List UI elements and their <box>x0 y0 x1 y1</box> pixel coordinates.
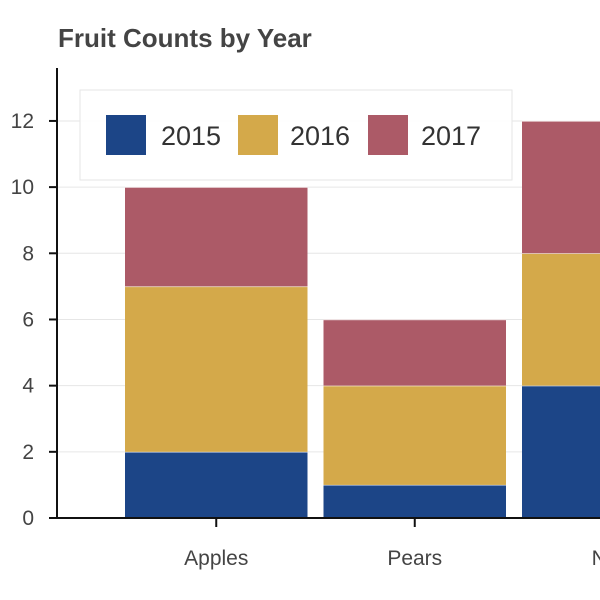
bar-pears-2015 <box>323 484 506 518</box>
bar-nectarines-2015 <box>522 385 600 518</box>
y-tick-label-4: 4 <box>22 375 34 398</box>
x-tick-label-nectarines: Nect <box>592 547 600 570</box>
bar-pears-2017 <box>323 319 506 386</box>
legend-box <box>79 89 513 181</box>
y-tick-label-2: 2 <box>22 441 34 464</box>
legend-swatch-2017 <box>368 115 408 155</box>
y-tick-label-6: 6 <box>22 308 34 331</box>
legend-label-2017: 2017 <box>421 121 481 151</box>
bar-apples-2017 <box>125 187 308 287</box>
y-tick-label-12: 12 <box>11 110 34 133</box>
y-tick-label-10: 10 <box>11 176 34 199</box>
x-tick-label-apples: Apples <box>184 547 248 570</box>
axes: 0 2 4 6 8 10 12 Apples Pears Nect <box>11 68 600 570</box>
legend: 2015 2016 2017 <box>79 89 513 181</box>
bar-apples-2016 <box>125 286 308 452</box>
bar-apples-2015 <box>125 451 308 518</box>
bar-nectarines-2016 <box>522 253 600 386</box>
bars <box>125 120 600 518</box>
legend-label-2015: 2015 <box>161 121 221 151</box>
y-tick-label-0: 0 <box>22 507 34 530</box>
chart-title: Fruit Counts by Year <box>58 23 312 53</box>
legend-swatch-2016 <box>238 115 278 155</box>
x-tick-label-pears: Pears <box>387 547 442 570</box>
legend-label-2016: 2016 <box>290 121 350 151</box>
y-tick-label-8: 8 <box>22 242 34 265</box>
bar-nectarines-2017 <box>522 120 600 254</box>
bar-pears-2016 <box>323 385 506 485</box>
legend-swatch-2015 <box>106 115 146 155</box>
